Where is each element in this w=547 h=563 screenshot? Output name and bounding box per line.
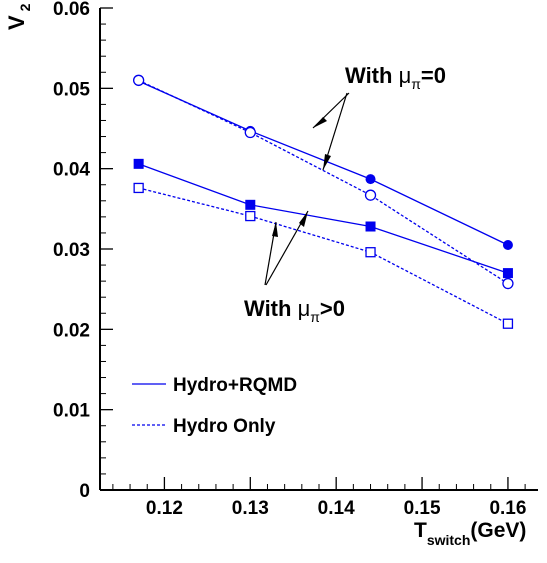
y-axis-title-main: V [4,15,29,30]
annotation-mu-zero-symbol: μ [399,63,412,88]
data-point [502,239,513,250]
x-axis-title-sub: switch [427,532,471,548]
plot-frame [99,8,538,491]
series-line [138,79,509,285]
x-axis-title-unit: (GeV) [470,519,526,542]
data-point [245,210,256,222]
data-point [132,74,145,86]
annotation-mu-zero-prefix: With [345,63,399,88]
data-point [502,268,513,279]
legend-label-hydro-rqmd: Hydro+RQMD [173,375,297,396]
data-point [365,221,376,232]
svg-text:With μπ=0: With μπ=0 [345,63,446,92]
y-tick-label: 0.02 [53,320,90,341]
x-axis-title-main: T [414,519,427,542]
series-mupos-solid [133,158,513,279]
y-axis-title: V2 [4,3,33,30]
series-line [138,163,509,274]
data-point [245,199,256,210]
annotation-mu-positive-symbol: μ [298,296,311,321]
series-line [138,187,509,325]
y-tick-label: 0.06 [53,0,90,20]
data-point [133,158,144,169]
data-point [364,189,377,201]
annotation-mu-zero-sub: π [411,76,421,92]
x-tick-label: 0.13 [232,498,269,519]
annotation-mu-positive-suffix: >0 [320,296,345,321]
x-axis-title: Tswitch(GeV) [414,519,526,548]
series-mu0-solid [133,76,513,250]
data-point [502,318,514,329]
x-tick-label: 0.14 [318,498,355,519]
data-point [502,277,514,290]
y-tick-label: 0.04 [53,160,90,181]
svg-text:With μπ>0: With μπ>0 [244,296,345,325]
annotation-mu-zero: With μπ=0 [312,63,446,171]
data-point [365,174,376,185]
x-tick-label: 0.16 [489,498,526,519]
x-tick-label: 0.15 [404,498,441,519]
arrow-mu-zero-left-head [313,117,327,128]
y-tick-label: 0 [79,481,90,502]
axis-ticks: 0 0.01 0.02 0.03 0.04 0.05 0.06 0.12 0.13 0.14 0.1… [53,0,526,519]
series-mupos-dashed [133,182,514,329]
arrow-mu-positive-right-head [299,211,308,227]
data-point [365,247,376,258]
y-tick-label: 0.01 [53,401,90,422]
annotation-mu-positive-prefix: With [244,296,298,321]
annotation-mu-positive: With μπ>0 [244,210,345,325]
y-axis-title-sub: 2 [17,3,33,11]
y-tick-label: 0.05 [53,79,90,100]
data-series [132,74,514,329]
legend: Hydro+RQMD Hydro Only [132,375,297,437]
legend-label-hydro-only: Hydro Only [173,416,276,437]
series-mu0-dashed [132,74,514,290]
data-point [133,182,144,194]
annotation-mu-positive-sub: π [310,309,320,325]
data-point [244,126,256,139]
arrow-mu-positive-left-head [272,222,278,237]
arrow-mu-zero-right-head [323,154,331,170]
x-tick-label: 0.12 [146,498,183,519]
annotation-mu-zero-suffix: =0 [421,63,446,88]
y-tick-label: 0.03 [53,240,90,261]
